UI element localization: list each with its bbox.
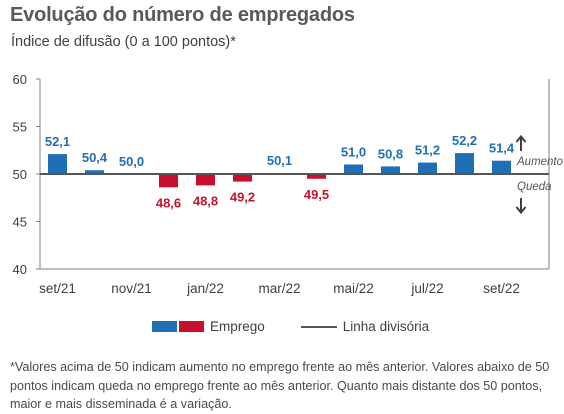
legend: Emprego Linha divisória <box>152 319 429 334</box>
x-tick-label: mar/22 <box>258 281 300 296</box>
legend-swatch-down <box>179 321 204 332</box>
x-tick-label: nov/21 <box>111 281 152 296</box>
chart-title: Evolução do número de empregados <box>10 4 355 26</box>
data-label-jan/22: 48,8 <box>193 193 218 208</box>
legend-swatch-up <box>152 321 177 332</box>
bar-chart: 40 45 50 55 60 52,1 50,4 50,0 48,6 48,8 49,2 50,1 49… <box>13 72 564 296</box>
bar-jun/22 <box>381 166 400 174</box>
data-label-mar/22: 50,1 <box>267 153 292 168</box>
x-tick-label: jan/22 <box>186 281 224 296</box>
data-label-dez/21: 48,6 <box>156 195 181 210</box>
arrow-down-head-icon <box>515 206 527 215</box>
data-label-jul/22: 51,2 <box>415 143 440 158</box>
data-label-abr/22: 49,5 <box>304 187 329 202</box>
data-label-set/22: 51,4 <box>489 141 515 156</box>
bar-fev/22 <box>233 174 252 182</box>
data-label-mai/22: 51,0 <box>341 145 366 160</box>
x-tick-label: mai/22 <box>333 281 374 296</box>
y-tick-label: 40 <box>13 262 27 277</box>
y-tick-label: 50 <box>13 167 27 182</box>
bar-dez/21 <box>159 174 178 188</box>
data-label-set/21: 52,1 <box>45 134 70 149</box>
chart-subtitle: Índice de difusão (0 a 100 pontos)* <box>11 34 236 50</box>
y-tick-label: 60 <box>13 72 27 87</box>
x-tick-label: jul/22 <box>410 281 443 296</box>
bar-mai/22 <box>344 164 363 174</box>
annotation-aumento: Aumento <box>516 156 564 168</box>
data-label-jun/22: 50,8 <box>378 146 403 161</box>
data-label-nov/21: 50,0 <box>119 154 144 169</box>
bar-set/21 <box>48 154 67 174</box>
data-label-fev/22: 49,2 <box>230 190 255 205</box>
data-label-out/21: 50,4 <box>82 150 108 165</box>
data-label-ago/22: 52,2 <box>452 133 477 148</box>
bar-ago/22 <box>455 153 474 174</box>
bar-abr/22 <box>307 174 326 179</box>
arrow-up-head-icon <box>515 134 527 143</box>
x-tick-label: set/22 <box>483 281 520 296</box>
bar-jan/22 <box>196 174 215 186</box>
bar-jul/22 <box>418 162 437 174</box>
bar-set/22 <box>492 160 511 174</box>
annotation-queda: Queda <box>517 181 552 193</box>
legend-swatch-divider <box>300 325 337 328</box>
footnote: *Valores acima de 50 indicam aumento no … <box>10 360 550 411</box>
bar-out/21 <box>85 170 104 174</box>
legend-label-divider: Linha divisória <box>342 319 430 334</box>
legend-label-emprego: Emprego <box>210 319 265 334</box>
x-tick-label: set/21 <box>39 281 76 296</box>
y-tick-label: 55 <box>13 120 27 135</box>
y-tick-label: 45 <box>13 215 27 230</box>
